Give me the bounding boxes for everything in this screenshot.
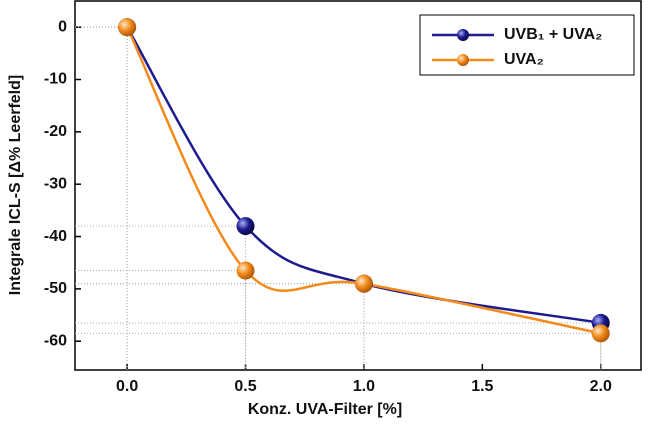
point <box>236 217 255 236</box>
y-tick-label: 0 <box>58 18 67 35</box>
plot-frame <box>74 0 642 371</box>
x-tick-label: 1.5 <box>471 378 493 395</box>
x-axis-label: Konz. UVA-Filter [%] <box>248 401 402 418</box>
y-tick-label: -10 <box>44 71 67 88</box>
y-axis-label: Integrale ICL-S [Δ% Leerfeld] <box>7 75 24 295</box>
curve <box>126 26 601 325</box>
y-tick-label: -60 <box>44 332 67 349</box>
legend-marker <box>457 29 469 41</box>
legend-box <box>419 14 635 76</box>
legend-label: UVA₂ <box>504 51 544 68</box>
y-tick-label: -50 <box>44 280 67 297</box>
legend-label: UVB₁ + UVA₂ <box>504 26 602 43</box>
y-tick-label: -30 <box>44 175 67 192</box>
y-tick-label: -20 <box>44 123 67 140</box>
point <box>591 324 610 343</box>
point <box>236 261 255 280</box>
legend-marker <box>457 54 469 66</box>
x-tick-label: 0.0 <box>116 378 138 395</box>
point <box>354 274 373 293</box>
point <box>118 18 137 37</box>
curve <box>125 26 601 335</box>
x-tick-label: 0.5 <box>234 378 256 395</box>
y-tick-label: -40 <box>44 228 67 245</box>
x-tick-label: 1.0 <box>353 378 375 395</box>
x-tick-label: 2.0 <box>590 378 612 395</box>
